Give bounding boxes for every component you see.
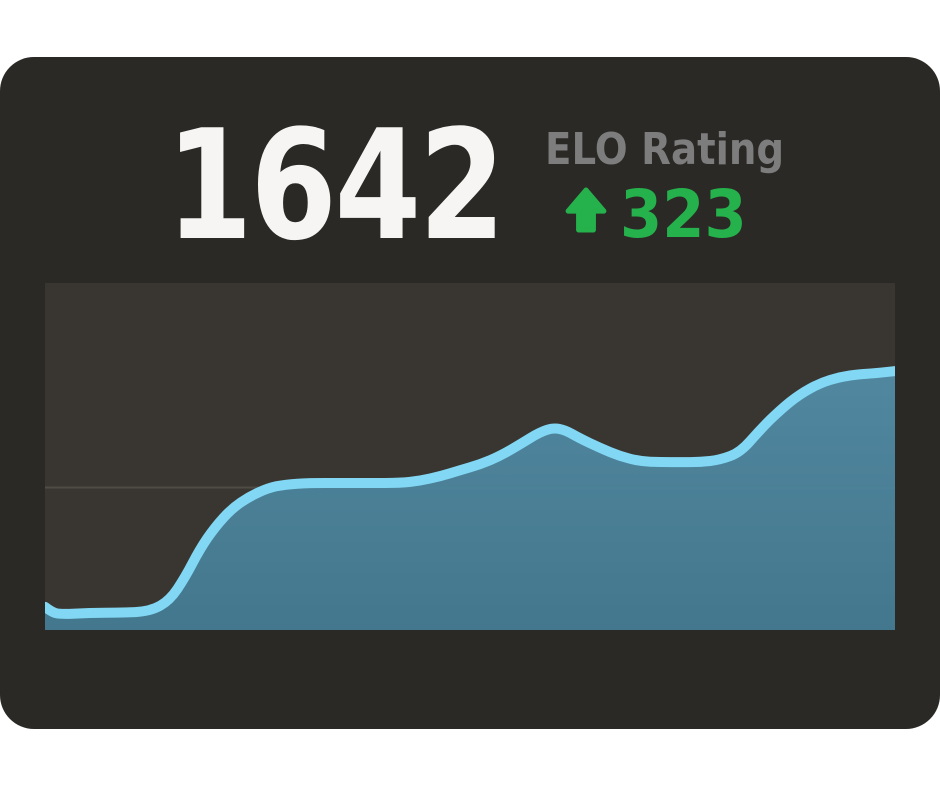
elo-card: 1642 ELO Rating 323 (0, 57, 940, 729)
elo-chart-panel (45, 283, 895, 630)
arrow-up-icon (565, 187, 607, 233)
rating-label: ELO Rating (545, 124, 785, 175)
elo-area-chart (45, 366, 895, 630)
change-value: 323 (620, 176, 747, 253)
rating-value: 1642 (166, 97, 506, 274)
